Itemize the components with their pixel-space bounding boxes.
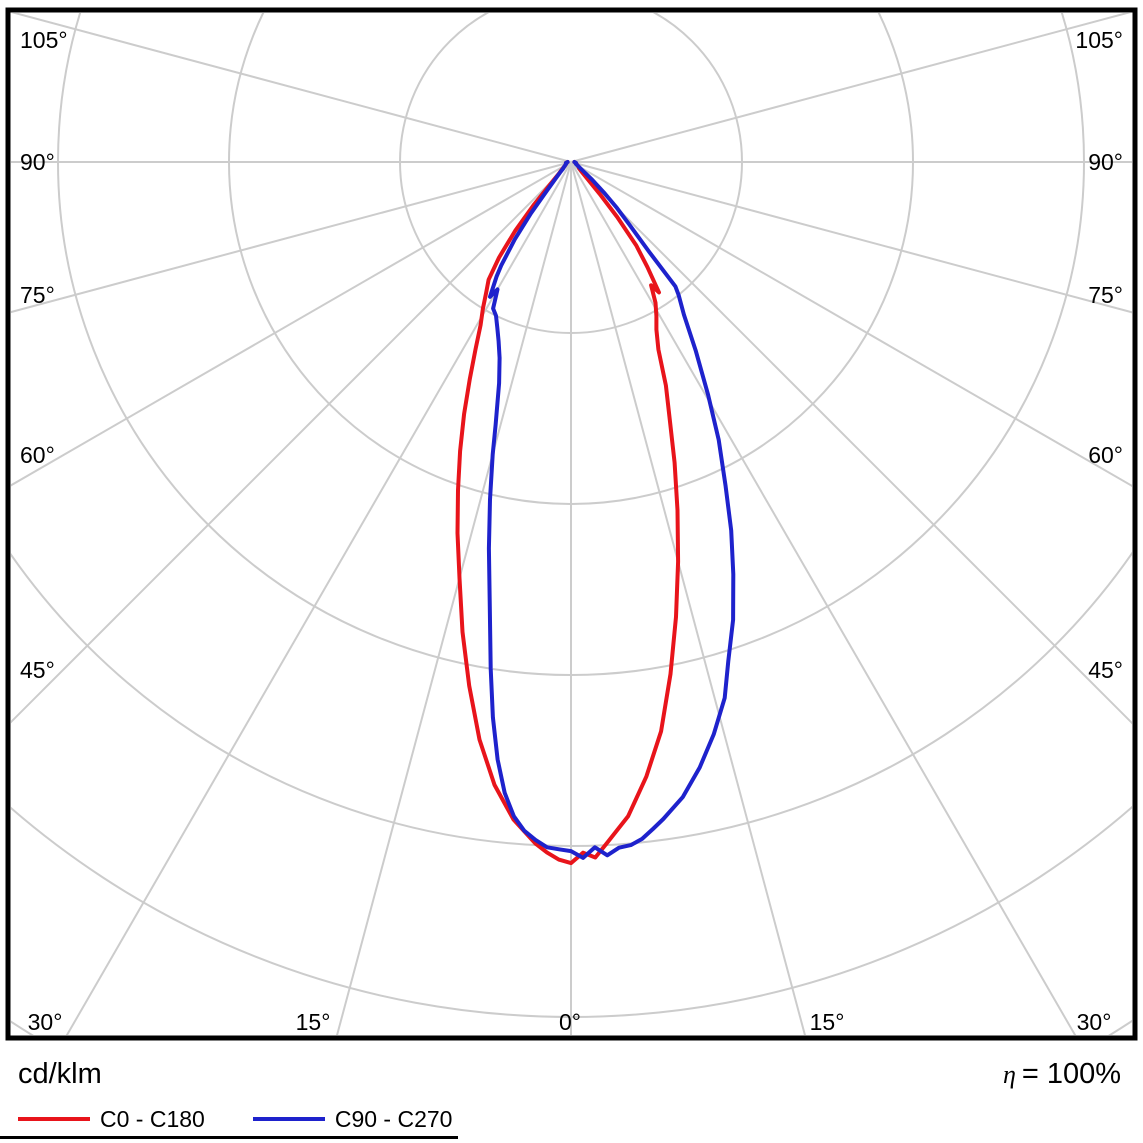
plot-border [5,7,1138,1041]
grid-ray [11,161,572,487]
angle-label-bottom: 30° [28,1009,63,1035]
angle-label-left: 45° [20,657,55,683]
grid-ray [570,161,1132,314]
angle-label-bottom: 15° [296,1009,331,1035]
grid-ray [11,161,572,724]
angle-label-bottom: 15° [810,1009,845,1035]
legend-item-c90-c270: C90 - C270 [252,1106,453,1132]
angle-label-right: 60° [1088,442,1123,468]
legend-line-blue [252,1117,325,1121]
legend-item-c0-c180: C0 - C180 [18,1106,205,1132]
legend-label-c90-c270: C90 - C270 [334,1106,453,1132]
angle-label-right: 90° [1088,149,1123,175]
grid-ray [570,161,1132,488]
legend-line-red [18,1117,90,1121]
grid-ring [11,551,1132,847]
grid-ray [570,161,1077,1035]
angle-label-bottom: 0° [559,1009,581,1035]
photometric-polar-chart: 105° 105° 90° 90° 75° 75° 60° 60° 45° 45° 30° 15° 0°… [5,7,1138,1041]
eta-equals: = [1021,1058,1039,1090]
legend-label-c0-c180: C0 - C180 [100,1106,205,1132]
grid-ring [11,805,1132,1018]
grid-ray [11,13,572,163]
curve-c90-c270 [486,160,736,860]
angle-label-right: 75° [1088,282,1123,308]
grid-ring [228,13,914,505]
grid-ray [570,13,1131,163]
legend-underline [0,1136,458,1139]
units-label: cd/klm [18,1058,102,1090]
angle-label-right: 45° [1088,657,1123,683]
grid-ray [65,161,572,1035]
angle-label-right: 105° [1075,27,1123,53]
legend: C0 - C180 C90 - C270 [18,1106,500,1132]
grid-ring [399,13,743,334]
angle-label-left: 105° [20,27,68,53]
grid-ray [336,161,572,1035]
grid-ray [11,161,572,314]
grid-ray [570,161,806,1035]
curve-c0-c180 [455,160,681,866]
angle-label-bottom: 30° [1077,1009,1112,1035]
eta-value: 100% [1046,1058,1121,1090]
angle-label-left: 75° [20,282,55,308]
efficiency-label: η = 100% [1003,1058,1121,1091]
angle-label-left: 60° [20,442,55,468]
grid-ray [570,161,1132,725]
grid-ring [57,13,1085,676]
eta-symbol: η [1002,1060,1016,1089]
angle-label-left: 90° [20,149,55,175]
polar-grid [11,13,1132,1035]
